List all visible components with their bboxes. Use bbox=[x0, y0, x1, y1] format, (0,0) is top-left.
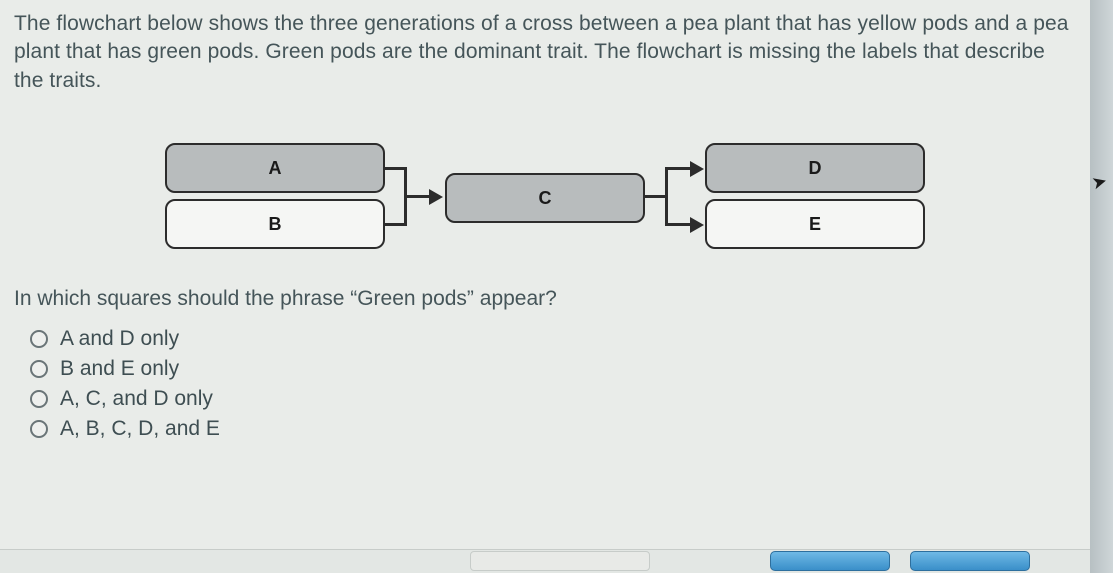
question-page: The flowchart below shows the three gene… bbox=[0, 0, 1090, 573]
question-paragraph: The flowchart below shows the three gene… bbox=[14, 10, 1076, 95]
radio-icon[interactable] bbox=[30, 360, 48, 378]
flowchart-node-D: D bbox=[705, 143, 925, 193]
node-label: E bbox=[809, 214, 821, 235]
question-prompt: In which squares should the phrase “Gree… bbox=[14, 287, 1076, 311]
connector bbox=[645, 195, 667, 198]
option-label: A and D only bbox=[60, 327, 179, 351]
answer-option[interactable]: A, C, and D only bbox=[30, 387, 1076, 411]
flowchart-container: A B C D E bbox=[14, 103, 1076, 283]
option-label: B and E only bbox=[60, 357, 179, 381]
answer-option[interactable]: A, B, C, D, and E bbox=[30, 417, 1076, 441]
flowchart-node-A: A bbox=[165, 143, 385, 193]
option-label: A, C, and D only bbox=[60, 387, 213, 411]
flowchart-node-B: B bbox=[165, 199, 385, 249]
connector bbox=[668, 167, 690, 170]
arrowhead-icon bbox=[690, 217, 704, 233]
connector bbox=[407, 195, 429, 198]
footer-button-prev[interactable] bbox=[770, 551, 890, 571]
answer-option[interactable]: A and D only bbox=[30, 327, 1076, 351]
footer-bar bbox=[0, 549, 1090, 573]
radio-icon[interactable] bbox=[30, 330, 48, 348]
connector bbox=[665, 167, 668, 226]
answer-option[interactable]: B and E only bbox=[30, 357, 1076, 381]
radio-icon[interactable] bbox=[30, 420, 48, 438]
scrollbar-track[interactable] bbox=[1090, 0, 1113, 573]
node-label: B bbox=[269, 214, 282, 235]
node-label: D bbox=[809, 158, 822, 179]
option-label: A, B, C, D, and E bbox=[60, 417, 220, 441]
flowchart: A B C D E bbox=[165, 131, 925, 261]
footer-button-next[interactable] bbox=[910, 551, 1030, 571]
footer-info-button[interactable] bbox=[470, 551, 650, 571]
flowchart-node-E: E bbox=[705, 199, 925, 249]
flowchart-node-C: C bbox=[445, 173, 645, 223]
node-label: A bbox=[269, 158, 282, 179]
arrowhead-icon bbox=[429, 189, 443, 205]
radio-icon[interactable] bbox=[30, 390, 48, 408]
connector bbox=[668, 223, 690, 226]
answer-options: A and D only B and E only A, C, and D on… bbox=[14, 327, 1076, 441]
arrowhead-icon bbox=[690, 161, 704, 177]
node-label: C bbox=[539, 188, 552, 209]
